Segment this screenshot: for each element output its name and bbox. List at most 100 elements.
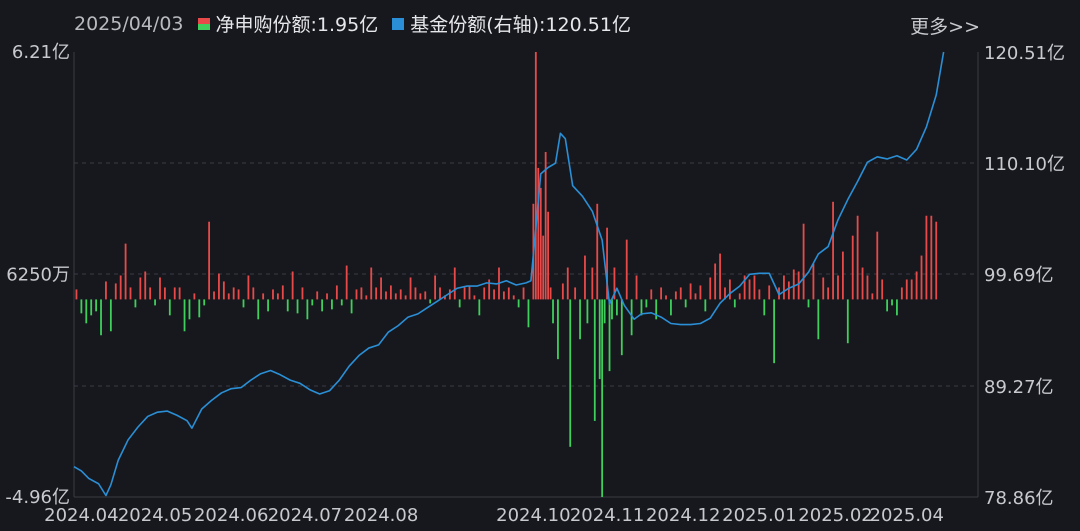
net-subscription-bar [95, 299, 98, 312]
net-subscription-bar [714, 263, 717, 300]
x-axis-tick-label: 2024.04 [44, 505, 118, 526]
net-subscription-bar [124, 243, 127, 300]
net-subscription-bar [783, 275, 785, 300]
net-subscription-bar [566, 267, 569, 300]
net-subscription-bar [748, 279, 751, 300]
net-subscription-bar [905, 279, 908, 300]
x-axis-tick-label: 2024.06 [194, 505, 268, 526]
net-subscription-bar [385, 291, 387, 300]
net-subscription-bar [237, 289, 240, 300]
net-subscription-bar [719, 253, 721, 300]
more-link[interactable]: 更多>> [910, 16, 980, 38]
net-subscription-bar [114, 283, 117, 300]
net-subscription-bar [549, 287, 552, 300]
net-subscription-bar [807, 299, 810, 308]
net-subscription-bar [787, 281, 790, 300]
net-subscription-bar [119, 275, 122, 300]
net-subscription-bar [448, 289, 451, 300]
net-subscription-bar [75, 289, 78, 300]
net-subscription-bar [218, 273, 220, 300]
net-subscription-bar [846, 299, 849, 344]
net-subscription-bar [539, 187, 542, 300]
net-subscription-bar [340, 299, 343, 306]
net-subscription-bar [507, 287, 510, 300]
net-subscription-bar [434, 275, 437, 300]
net-subscription-bar [935, 221, 938, 300]
net-subscription-bar [891, 299, 893, 306]
left-axis-tick-label: 6.21亿 [12, 42, 70, 63]
net-subscription-bar [272, 289, 274, 300]
net-subscription-bar [276, 293, 279, 300]
net-subscription-bar [370, 267, 373, 300]
net-subscription-bar [463, 287, 466, 300]
x-axis-tick-label: 2025.04 [870, 505, 944, 526]
net-subscription-bar [389, 285, 392, 300]
net-subscription-bar [208, 221, 211, 300]
net-subscription-bar [608, 299, 611, 372]
net-subscription-bar [227, 293, 230, 300]
net-subscription-bar [399, 289, 402, 300]
legend-item-net-subscription[interactable]: 净申购份额:1.95亿 [197, 10, 378, 37]
net-subscription-bar [512, 295, 515, 300]
net-subscription-bar [822, 277, 825, 300]
net-subscription-bar [832, 201, 834, 300]
net-subscription-bar [90, 299, 93, 316]
x-axis-tick-label: 2025.02 [798, 505, 872, 526]
net-subscription-bar [345, 265, 348, 300]
net-subscription-bar [409, 277, 412, 300]
net-subscription-bar [630, 299, 633, 336]
net-subscription-bar [350, 299, 353, 314]
net-subscription-bar [650, 289, 653, 300]
net-subscription-bar [613, 267, 616, 300]
net-subscription-bar [606, 227, 608, 300]
net-subscription-bar [232, 287, 235, 300]
net-subscription-bar [866, 275, 869, 300]
net-subscription-bar [920, 255, 923, 300]
net-subscription-bar [424, 291, 427, 300]
net-subscription-bar [603, 299, 606, 324]
net-subscription-bar [591, 267, 594, 300]
net-subscription-bar [837, 275, 839, 300]
left-axis-tick-label: -4.96亿 [5, 487, 70, 508]
net-subscription-bar [724, 287, 726, 300]
net-subscription-bar [689, 283, 692, 300]
net-subscription-bar [198, 299, 201, 318]
net-subscription-bar [792, 269, 795, 300]
net-subscription-bar [544, 152, 547, 300]
net-subscription-bar [856, 215, 859, 300]
net-subscription-bar [321, 299, 324, 312]
net-subscription-bar [802, 223, 805, 300]
net-subscription-bar [620, 299, 623, 356]
net-subscription-bar [596, 203, 599, 300]
net-subscription-bar [296, 299, 299, 314]
net-subscription-bar [188, 299, 191, 320]
net-subscription-bar [414, 287, 417, 300]
net-subscription-bar [552, 299, 554, 324]
net-subscription-bar [876, 231, 879, 300]
net-subscription-bar [419, 293, 422, 300]
net-subscription-bar [139, 277, 142, 300]
right-axis-tick-label: 110.10亿 [984, 154, 1065, 175]
net-subscription-bar [193, 293, 196, 300]
legend-swatch-fund-share [392, 17, 405, 30]
net-subscription-bar [257, 299, 260, 320]
net-subscription-bar [183, 299, 186, 332]
legend-swatch-net-subscription [197, 17, 210, 30]
header-date: 2025/04/03 [74, 12, 184, 35]
net-subscription-bar [763, 299, 766, 316]
net-subscription-bar [517, 299, 520, 308]
fund-share-line [73, 51, 945, 497]
legend-item-fund-share[interactable]: 基金份额(右轴):120.51亿 [392, 10, 631, 37]
net-subscription-bar [429, 299, 432, 304]
net-subscription-bar [444, 295, 446, 300]
right-axis-tick-label: 120.51亿 [984, 43, 1065, 64]
net-subscription-bar [335, 285, 338, 300]
net-subscription-bar [915, 271, 918, 300]
net-subscription-bar [910, 279, 913, 300]
net-subscription-bar [159, 277, 161, 300]
net-subscription-bar [478, 299, 481, 316]
net-subscription-bar [758, 289, 761, 300]
net-subscription-bar [380, 277, 382, 300]
legend-label-fund-share: 基金份额(右轴):120.51亿 [410, 14, 631, 36]
